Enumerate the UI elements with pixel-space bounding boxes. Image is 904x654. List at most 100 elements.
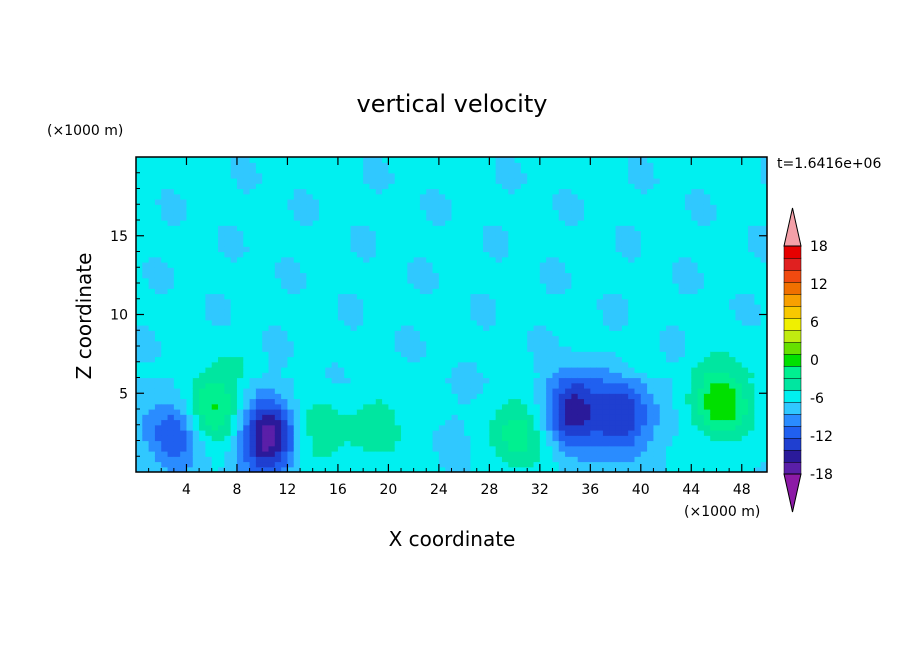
field-cell <box>300 183 307 190</box>
field-cell <box>628 293 636 300</box>
field-cell <box>148 466 156 472</box>
field-cell <box>476 256 484 263</box>
field-cell <box>148 356 156 363</box>
field-cell <box>249 361 257 368</box>
field-cell <box>369 241 377 247</box>
field-cell <box>426 235 434 242</box>
field-cell <box>337 356 345 363</box>
field-cell <box>558 235 566 242</box>
field-cell <box>293 430 301 436</box>
field-cell <box>382 235 389 242</box>
field-cell <box>407 235 415 242</box>
field-cell <box>552 346 560 352</box>
field-cell <box>527 451 535 457</box>
field-cell <box>464 241 472 247</box>
field-cell <box>621 367 629 373</box>
field-cell <box>546 346 554 352</box>
field-cell <box>136 435 143 442</box>
field-cell <box>615 456 623 463</box>
field-cell <box>520 325 528 331</box>
field-cell <box>609 388 617 394</box>
field-cell <box>438 314 446 321</box>
field-cell <box>331 204 339 211</box>
field-cell <box>312 162 320 169</box>
field-cell <box>596 188 604 195</box>
field-cell <box>161 346 169 352</box>
field-cell <box>445 409 453 415</box>
field-cell <box>470 351 478 358</box>
field-cell <box>281 162 289 169</box>
field-cell <box>325 335 333 342</box>
field-cell <box>640 430 648 436</box>
field-cell <box>363 209 371 216</box>
field-cell <box>148 172 156 179</box>
field-cell <box>337 461 345 468</box>
field-cell <box>281 309 289 316</box>
field-cell <box>552 466 560 472</box>
field-cell <box>173 267 181 274</box>
field-cell <box>432 414 440 421</box>
field-cell <box>262 241 270 247</box>
field-cell <box>293 251 301 258</box>
field-cell <box>621 335 629 342</box>
field-cell <box>552 283 560 289</box>
field-cell <box>609 256 617 263</box>
field-cell <box>401 220 408 226</box>
field-cell <box>230 288 238 295</box>
field-cell <box>249 314 257 321</box>
field-cell <box>640 440 648 447</box>
field-cell <box>356 361 364 368</box>
field-cell <box>350 214 358 221</box>
field-cell <box>211 235 219 242</box>
field-cell <box>388 288 396 295</box>
field-cell <box>363 172 371 179</box>
field-cell <box>344 309 352 316</box>
field-cell <box>281 262 289 268</box>
field-cell <box>300 230 307 237</box>
field-cell <box>659 398 667 405</box>
field-cell <box>653 262 661 268</box>
field-cell <box>199 330 207 337</box>
field-cell <box>306 309 314 316</box>
field-cell <box>602 172 610 179</box>
field-cell <box>451 272 459 279</box>
field-cell <box>527 388 535 394</box>
field-cell <box>426 335 434 342</box>
field-cell <box>287 293 295 300</box>
field-cell <box>211 288 219 295</box>
field-cell <box>634 377 642 384</box>
field-cell <box>514 435 522 442</box>
field-cell <box>161 157 169 163</box>
field-cell <box>539 209 547 216</box>
field-cell <box>363 393 371 400</box>
field-cell <box>142 361 150 368</box>
field-cell <box>243 172 251 179</box>
field-cell <box>419 419 427 426</box>
field-cell <box>602 319 610 326</box>
field-cell <box>602 424 610 431</box>
field-cell <box>211 204 219 211</box>
field-cell <box>527 356 535 363</box>
field-cell <box>331 319 339 326</box>
field-cell <box>274 267 282 274</box>
field-cell <box>413 193 421 200</box>
field-cell <box>142 367 150 373</box>
field-cell <box>438 440 446 447</box>
field-cell <box>552 288 560 295</box>
field-cell <box>356 267 364 274</box>
field-cell <box>590 424 598 431</box>
field-cell <box>230 393 238 400</box>
field-cell <box>577 256 585 263</box>
field-cell <box>590 351 598 358</box>
field-cell <box>142 382 150 389</box>
field-cell <box>602 346 610 352</box>
field-cell <box>445 424 453 431</box>
field-cell <box>546 314 554 321</box>
field-cell <box>154 293 162 300</box>
field-cell <box>470 419 478 426</box>
field-cell <box>508 172 516 179</box>
field-cell <box>173 435 181 442</box>
field-cell <box>173 409 181 415</box>
field-cell <box>602 403 610 410</box>
field-cell <box>199 340 207 347</box>
